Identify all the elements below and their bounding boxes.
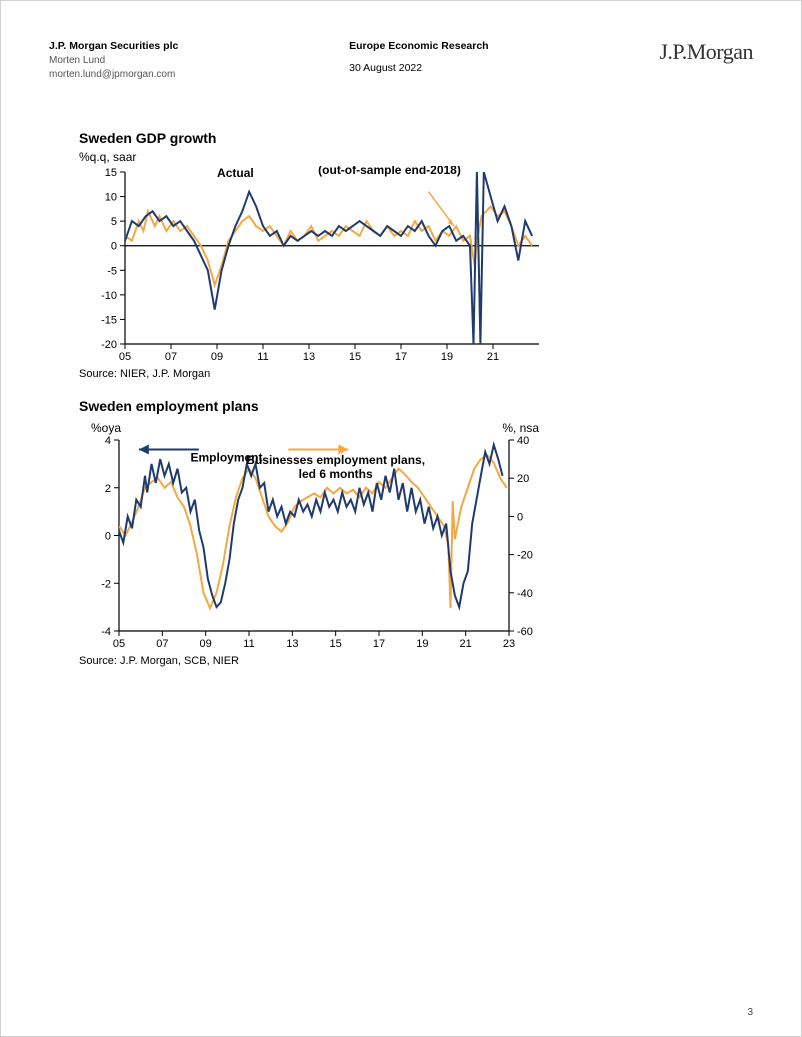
svg-text:13: 13	[286, 638, 298, 650]
svg-text:0: 0	[111, 240, 117, 252]
page-header: J.P. Morgan Securities plc Morten Lund m…	[49, 39, 753, 82]
svg-text:%, nsa: %, nsa	[502, 421, 539, 435]
svg-text:19: 19	[416, 638, 428, 650]
svg-text:21: 21	[460, 638, 472, 650]
svg-text:Businesses employment plans,: Businesses employment plans,	[246, 453, 425, 467]
svg-text:4: 4	[105, 435, 111, 447]
chart-employment-plans: Sweden employment plans %oya%, nsa-4-202…	[79, 398, 753, 667]
svg-text:-15: -15	[101, 314, 117, 326]
chart2-title: Sweden employment plans	[79, 398, 753, 414]
svg-text:15: 15	[349, 351, 361, 363]
svg-text:-20: -20	[517, 549, 533, 561]
chart1-svg: -20-15-10-5051015050709111315171921Actua…	[79, 166, 549, 366]
svg-text:0: 0	[517, 511, 523, 523]
chart2-source: Source: J.P. Morgan, SCB, NIER	[79, 655, 753, 667]
company-name: J.P. Morgan Securities plc	[49, 39, 178, 54]
svg-text:17: 17	[395, 351, 407, 363]
svg-text:10: 10	[105, 191, 117, 203]
svg-text:-20: -20	[101, 339, 117, 351]
svg-text:19: 19	[441, 351, 453, 363]
svg-text:20: 20	[517, 473, 529, 485]
svg-text:0: 0	[105, 530, 111, 542]
report-date: 30 August 2022	[349, 61, 488, 77]
svg-text:11: 11	[257, 351, 268, 363]
svg-text:(out-of-sample end-2018): (out-of-sample end-2018)	[318, 166, 461, 177]
header-left-block: J.P. Morgan Securities plc Morten Lund m…	[49, 39, 178, 82]
svg-text:23: 23	[503, 638, 515, 650]
svg-text:05: 05	[119, 351, 131, 363]
svg-text:-10: -10	[101, 290, 117, 302]
svg-text:-2: -2	[101, 578, 111, 590]
author-name: Morten Lund	[49, 54, 178, 68]
svg-text:led 6 months: led 6 months	[299, 467, 373, 481]
header-center-block: Europe Economic Research 30 August 2022	[349, 39, 488, 77]
page-number: 3	[747, 1007, 753, 1018]
chart1-source: Source: NIER, J.P. Morgan	[79, 368, 753, 380]
chart2-svg: %oya%, nsa-4-2024-60-40-2002040050709111…	[79, 418, 549, 653]
department-name: Europe Economic Research	[349, 39, 488, 55]
svg-text:07: 07	[165, 351, 177, 363]
svg-text:-4: -4	[101, 626, 111, 638]
svg-text:05: 05	[113, 638, 125, 650]
svg-text:%oya: %oya	[91, 421, 121, 435]
svg-text:07: 07	[156, 638, 168, 650]
svg-text:Actual: Actual	[217, 166, 254, 180]
svg-text:11: 11	[243, 638, 254, 650]
svg-text:09: 09	[200, 638, 212, 650]
svg-text:09: 09	[211, 351, 223, 363]
svg-text:2: 2	[105, 482, 111, 494]
svg-text:5: 5	[111, 216, 117, 228]
jpmorgan-logo: J.P.Morgan	[659, 39, 753, 65]
svg-text:15: 15	[330, 638, 342, 650]
svg-text:15: 15	[105, 167, 117, 179]
chart-gdp-growth: Sweden GDP growth %q.q, saar -20 -15 -10 -5…	[79, 130, 753, 380]
chart1-title: Sweden GDP growth	[79, 130, 753, 146]
svg-text:-5: -5	[107, 265, 117, 277]
svg-text:21: 21	[487, 351, 499, 363]
svg-text:40: 40	[517, 435, 529, 447]
author-email: morten.lund@jpmorgan.com	[49, 68, 178, 82]
svg-text:17: 17	[373, 638, 385, 650]
svg-text:-60: -60	[517, 626, 533, 638]
svg-text:-40: -40	[517, 587, 533, 599]
svg-text:13: 13	[303, 351, 315, 363]
chart1-subtitle: %q.q, saar	[79, 150, 753, 164]
